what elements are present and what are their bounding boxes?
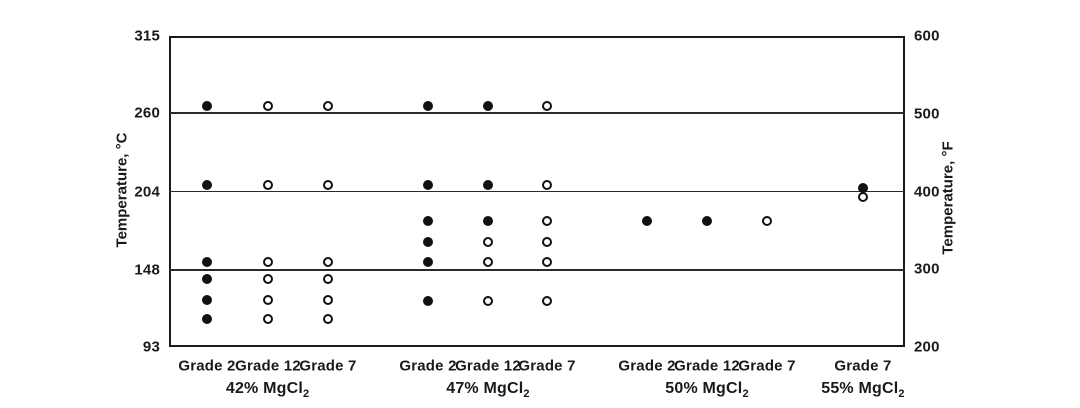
data-point-open <box>542 256 552 267</box>
grade-label: Grade 2 <box>399 357 457 375</box>
y-tick-left: 93 <box>142 338 160 356</box>
data-point-filled <box>857 182 868 193</box>
y-axis-label-fahrenheit: Temperature, °F <box>939 140 957 255</box>
data-point-open <box>542 216 552 227</box>
data-point-open <box>262 314 273 325</box>
data-point-filled <box>422 237 433 248</box>
data-point-filled <box>201 294 212 305</box>
data-point-open <box>322 314 333 325</box>
data-point-open <box>482 237 493 248</box>
data-point-filled <box>422 256 433 267</box>
y-tick-right: 200 <box>914 338 940 356</box>
data-point-open <box>542 237 552 248</box>
data-point-open <box>482 256 493 267</box>
data-point-filled <box>642 216 653 227</box>
grade-label: Grade 12 <box>674 357 740 375</box>
data-point-open <box>322 101 333 112</box>
data-point-filled <box>422 216 433 227</box>
grade-label: Grade 2 <box>618 357 676 375</box>
grade-label: Grade 7 <box>834 357 892 375</box>
grade-label: Grade 7 <box>518 357 576 375</box>
gridline <box>169 269 905 271</box>
y-tick-right: 500 <box>914 105 940 123</box>
y-tick-left: 315 <box>134 27 160 45</box>
data-point-open <box>262 273 273 284</box>
data-point-open <box>262 179 273 190</box>
y-tick-right: 600 <box>914 27 940 45</box>
data-point-filled <box>422 295 433 306</box>
group-label: 47% MgCl2 <box>446 379 530 401</box>
group-label: 55% MgCl2 <box>821 379 905 401</box>
grade-label: Grade 7 <box>738 357 796 375</box>
grade-label: Grade 12 <box>455 357 521 375</box>
gridline <box>169 112 905 114</box>
data-point-open <box>262 294 273 305</box>
y-tick-left: 260 <box>134 104 160 122</box>
data-point-filled <box>201 101 212 112</box>
data-point-open <box>482 295 493 306</box>
gridline <box>169 190 905 193</box>
data-point-open <box>322 256 333 267</box>
group-label: 42% MgCl2 <box>225 379 310 401</box>
y-tick-right: 400 <box>914 183 940 200</box>
data-point-filled <box>482 101 493 112</box>
data-point-filled <box>201 314 212 325</box>
data-point-open <box>262 101 273 112</box>
y-tick-right: 300 <box>914 260 940 278</box>
group-label-subscript: 2 <box>523 388 530 401</box>
data-point-open <box>322 294 333 305</box>
grade-label: Grade 12 <box>235 357 301 375</box>
data-point-open <box>322 179 333 190</box>
data-point-open <box>542 179 552 190</box>
data-point-filled <box>422 101 433 112</box>
data-point-open <box>542 101 552 112</box>
group-label-subscript: 2 <box>303 388 310 401</box>
y-tick-left: 148 <box>134 261 160 279</box>
group-label: 50% MgCl2 <box>665 379 749 401</box>
y-tick-left: 204 <box>134 183 160 200</box>
data-point-filled <box>201 256 212 267</box>
data-point-filled <box>422 179 433 190</box>
data-point-open <box>542 295 552 306</box>
data-point-open <box>762 216 772 227</box>
data-point-filled <box>201 273 212 284</box>
data-point-filled <box>702 216 713 227</box>
group-label-subscript: 2 <box>898 388 905 401</box>
data-point-open <box>262 256 273 267</box>
group-label-subscript: 2 <box>742 388 749 401</box>
data-point-open <box>322 273 333 284</box>
grade-label: Grade 2 <box>178 357 236 375</box>
data-point-filled <box>201 179 212 190</box>
grade-label: Grade 7 <box>299 357 357 375</box>
data-point-filled <box>482 179 493 190</box>
data-point-filled <box>482 216 493 227</box>
data-point-open <box>857 192 868 203</box>
